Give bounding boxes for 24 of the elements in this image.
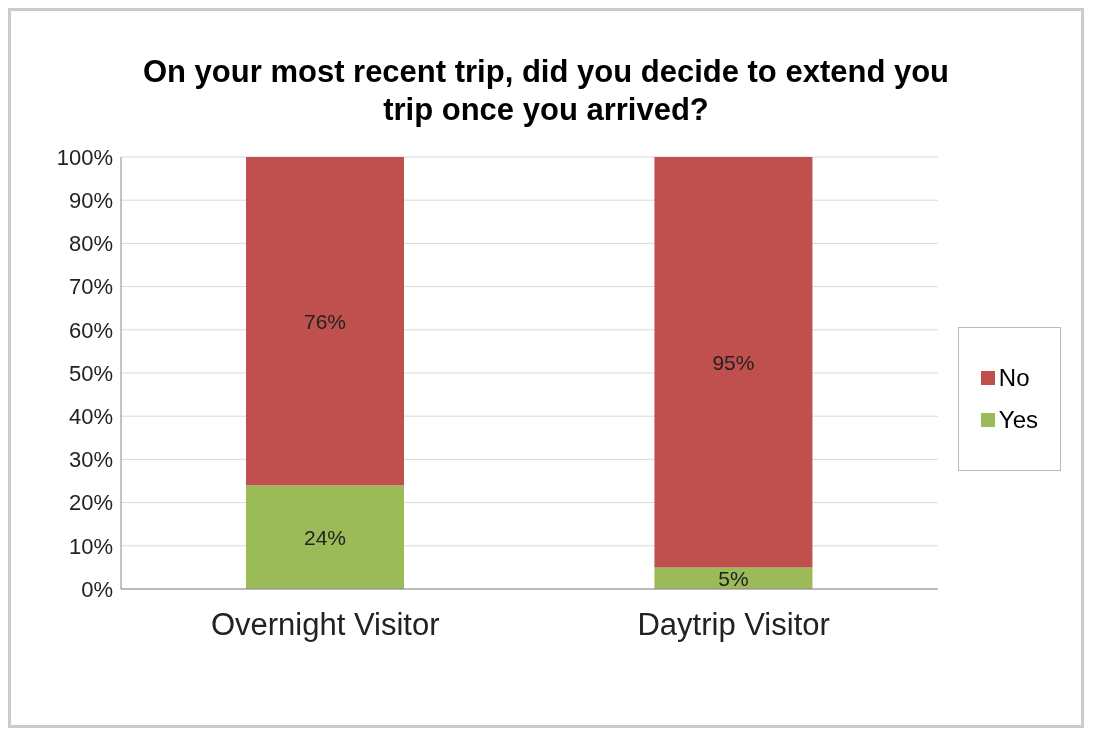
y-tick-label: 40% — [68, 404, 113, 430]
x-tick-label: Daytrip Visitor — [637, 607, 830, 643]
chart-title: On your most recent trip, did you decide to extend you trip once you arrived? — [141, 53, 951, 129]
y-tick-label: 100% — [56, 144, 113, 170]
bar — [654, 157, 813, 568]
y-tick-label: 50% — [68, 360, 113, 386]
legend-label: Yes — [997, 406, 1038, 434]
y-tick-label: 70% — [68, 274, 113, 300]
legend-label: No — [997, 364, 1031, 392]
y-tick-label: 80% — [68, 231, 113, 257]
x-tick-label: Overnight Visitor — [210, 607, 440, 643]
y-tick-label: 20% — [68, 490, 113, 516]
y-tick-label: 10% — [68, 533, 113, 559]
bar — [654, 567, 813, 589]
data-label: 95% — [712, 350, 755, 374]
data-label: 5% — [718, 566, 749, 590]
y-tick-label: 30% — [68, 447, 113, 473]
y-tick-label: 60% — [68, 317, 113, 343]
data-label: 76% — [303, 309, 347, 333]
y-tick-label: 0% — [81, 576, 113, 602]
y-tick-label: 90% — [68, 188, 113, 214]
data-label: 24% — [303, 525, 347, 549]
bar — [246, 157, 404, 486]
bar — [246, 485, 404, 589]
